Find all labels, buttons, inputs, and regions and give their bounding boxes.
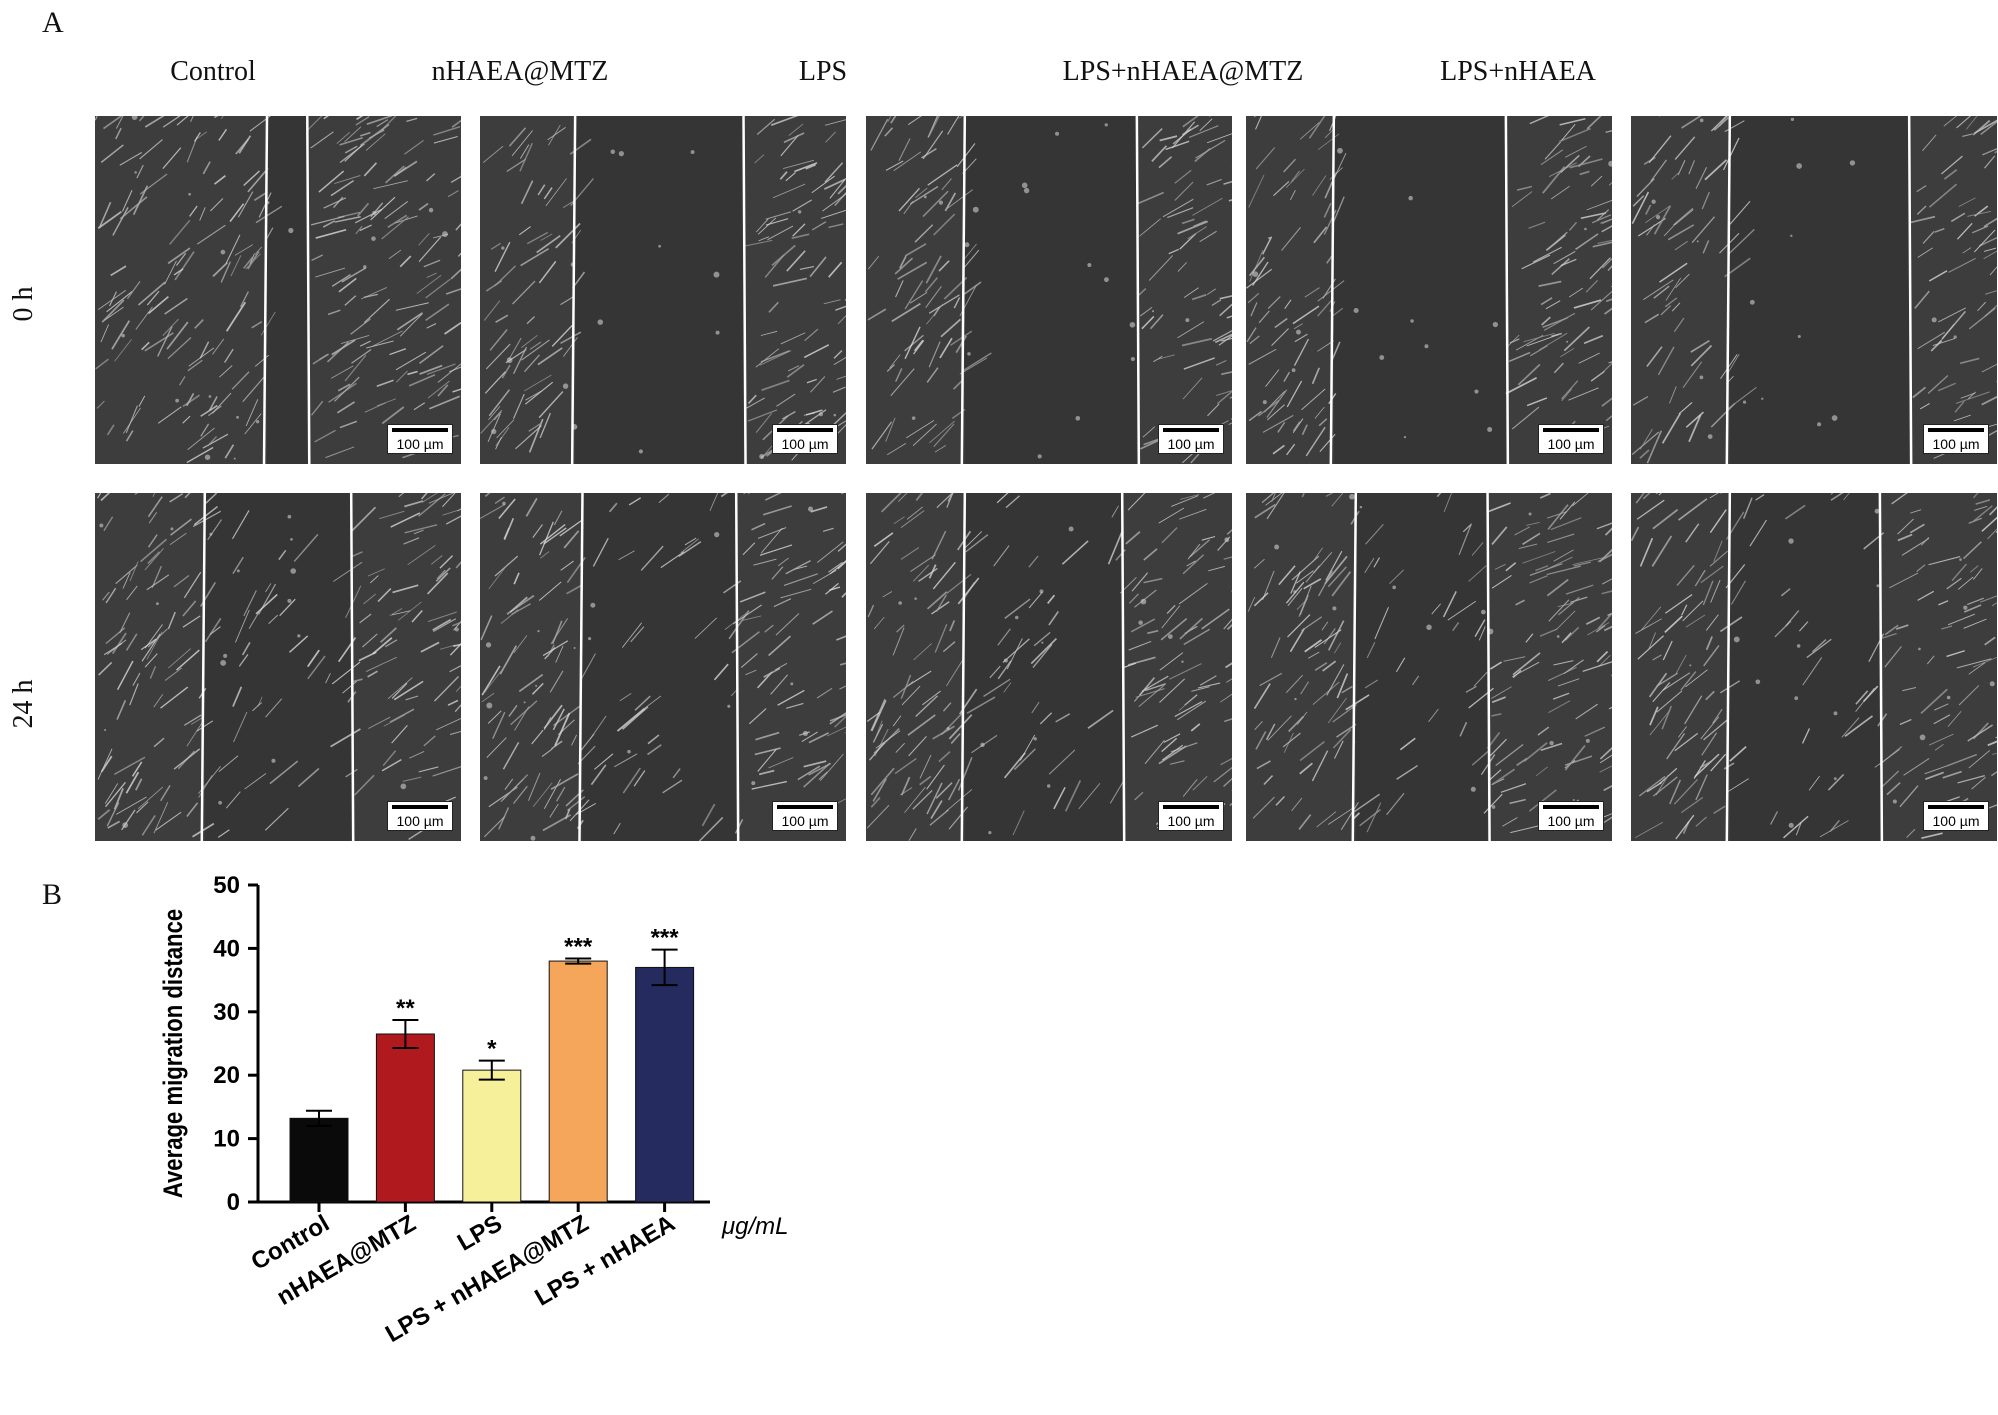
row-label-24h: 24 h: [8, 679, 39, 729]
significance-label-1: **: [396, 995, 415, 1022]
micrograph-texture: [1631, 493, 1997, 841]
micrograph-texture: [95, 493, 461, 841]
bar-2: [462, 1069, 522, 1203]
micrograph-texture: [1246, 116, 1612, 464]
micrograph-texture: [480, 493, 846, 841]
micrograph-texture: [480, 116, 846, 464]
bar-3: [548, 960, 608, 1203]
scale-bar: 100 µm: [387, 801, 453, 831]
micrograph-texture: [866, 493, 1232, 841]
scale-bar: 100 µm: [1538, 424, 1604, 454]
micrograph-lps-nhaea-mtz-24h: 100 µm: [1246, 493, 1612, 841]
micrograph-texture: [95, 116, 461, 464]
y-tick-label: 50: [213, 872, 240, 899]
column-header-lps-nhaea-mtz: LPS+nHAEA@MTZ: [1062, 56, 1304, 87]
x-tick-label-2: LPS: [453, 1210, 507, 1257]
scale-bar: 100 µm: [1923, 801, 1989, 831]
micrograph-texture: [866, 116, 1232, 464]
y-tick-label: 30: [213, 999, 240, 1026]
micrograph-nhaea-mtz-0h: 100 µm: [480, 116, 846, 464]
micrograph-control-0h: 100 µm: [95, 116, 461, 464]
scale-bar: 100 µm: [772, 424, 838, 454]
unit-label: μg/mL: [721, 1213, 789, 1240]
row-label-0h: 0 h: [8, 286, 39, 322]
scale-bar: 100 µm: [1158, 424, 1224, 454]
column-header-control: Control: [170, 56, 256, 87]
y-tick-label: 0: [227, 1189, 240, 1216]
micrograph-lps-nhaea-mtz-0h: 100 µm: [1246, 116, 1612, 464]
panel-letter-b: B: [42, 878, 63, 911]
bar-1: [375, 1033, 435, 1203]
scale-bar: 100 µm: [387, 424, 453, 454]
scale-bar: 100 µm: [1158, 801, 1224, 831]
micrograph-lps-nhaea-0h: 100 µm: [1631, 116, 1997, 464]
micrograph-texture: [1246, 493, 1612, 841]
micrograph-control-24h: 100 µm: [95, 493, 461, 841]
scale-bar: 100 µm: [1538, 801, 1604, 831]
micrograph-lps-nhaea-24h: 100 µm: [1631, 493, 1997, 841]
column-header-nhaea-mtz: nHAEA@MTZ: [431, 56, 609, 87]
significance-label-3: ***: [564, 934, 593, 961]
y-tick-label: 10: [213, 1126, 240, 1153]
scale-bar: 100 µm: [772, 801, 838, 831]
column-header-lps-nhaea: LPS+nHAEA: [1440, 56, 1596, 87]
significance-label-2: *: [487, 1036, 497, 1063]
micrograph-texture: [1631, 116, 1997, 464]
bar-4: [635, 966, 695, 1203]
micrograph-nhaea-mtz-24h: 100 µm: [480, 493, 846, 841]
significance-label-4: ***: [651, 925, 680, 952]
bar-0: [289, 1117, 349, 1203]
y-axis-label: Average migration distance: [159, 909, 189, 1198]
micrograph-lps-24h: 100 µm: [866, 493, 1232, 841]
panel-letter-a: A: [42, 6, 64, 39]
column-header-lps: LPS: [798, 56, 848, 87]
y-tick-label: 20: [213, 1062, 240, 1089]
micrograph-lps-0h: 100 µm: [866, 116, 1232, 464]
scale-bar: 100 µm: [1923, 424, 1989, 454]
y-tick-label: 40: [213, 935, 240, 962]
